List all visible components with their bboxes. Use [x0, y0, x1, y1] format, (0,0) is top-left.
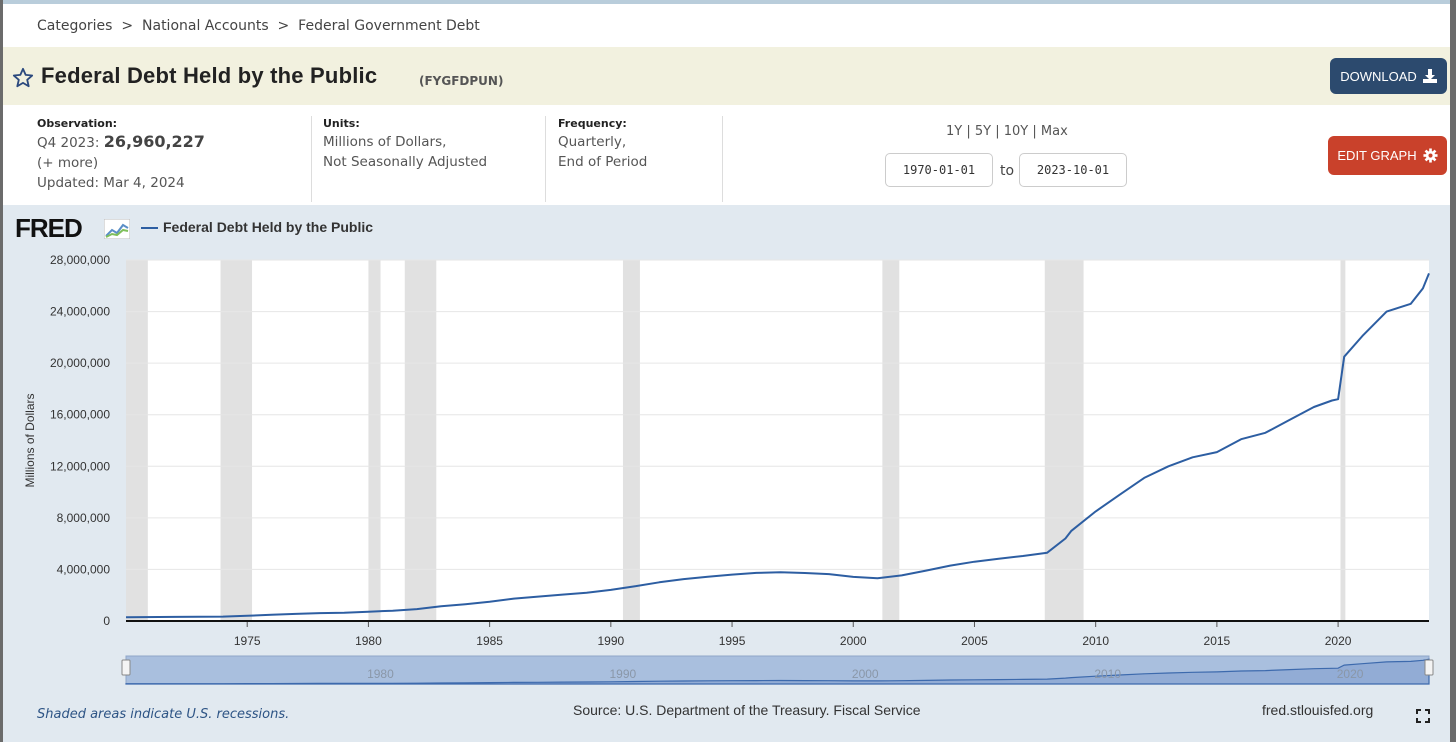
navigator-series	[125, 658, 1430, 685]
frequency-block: Frequency: Quarterly, End of Period	[558, 116, 647, 172]
breadcrumb-categories[interactable]: Categories	[37, 18, 113, 34]
range-5y[interactable]: 5Y	[974, 124, 992, 139]
range-links: 1Y | 5Y | 10Y | Max	[946, 124, 1068, 139]
recession-note: Shaded areas indicate U.S. recessions.	[37, 707, 290, 722]
x-tick-label: 1975	[234, 634, 261, 648]
recession-band	[368, 260, 381, 621]
x-tick-label: 2010	[1082, 634, 1109, 648]
series-line	[125, 273, 1430, 619]
units-line1: Millions of Dollars,	[323, 134, 447, 150]
chart: 0 4,000,000 8,000,000 12,000,000 16,000,000 2…	[23, 253, 1434, 685]
site-link[interactable]: fred.stlouisfed.org	[1262, 702, 1374, 718]
x-tick-label: 1980	[355, 634, 382, 648]
x-tick-label: 1990	[597, 634, 624, 648]
y-tick-label: 8,000,000	[57, 511, 111, 525]
navigator-label: 1990	[609, 667, 636, 681]
y-tick-label: 16,000,000	[50, 408, 110, 422]
window-frame-right	[1450, 0, 1456, 742]
legend-swatch	[141, 227, 158, 229]
recession-band	[1044, 260, 1084, 621]
range-10y[interactable]: 10Y	[1003, 124, 1029, 139]
star-icon[interactable]	[12, 67, 34, 89]
navigator-handle[interactable]	[1424, 659, 1434, 676]
frequency-line1: Quarterly,	[558, 134, 627, 150]
recession-band	[126, 260, 148, 621]
x-tick-label: 1985	[476, 634, 503, 648]
y-tick-label: 24,000,000	[50, 305, 110, 319]
navigator-label: 2020	[1337, 667, 1364, 681]
y-tick-label: 12,000,000	[50, 459, 110, 473]
series-id: (FYGFDPUN)	[419, 74, 504, 88]
legend-label: Federal Debt Held by the Public	[163, 219, 374, 235]
recession-band	[220, 260, 253, 621]
breadcrumb-separator: >	[277, 18, 290, 34]
edit-graph-button[interactable]: EDIT GRAPH	[1328, 136, 1447, 175]
range-max[interactable]: Max	[1040, 124, 1068, 139]
download-icon	[1422, 69, 1437, 83]
breadcrumb: Categories > National Accounts > Federal…	[37, 18, 480, 34]
breadcrumb-federal-government-debt[interactable]: Federal Government Debt	[298, 18, 480, 34]
navigator-label: 2000	[852, 667, 879, 681]
recession-band	[404, 260, 437, 621]
download-button[interactable]: DOWNLOAD	[1330, 58, 1447, 94]
x-tick-label: 2005	[961, 634, 988, 648]
units-block: Units: Millions of Dollars, Not Seasonal…	[323, 116, 487, 172]
download-label: DOWNLOAD	[1340, 68, 1417, 84]
observation-block: Observation: Q4 2023: 26,960,227 (+ more…	[37, 116, 205, 193]
breadcrumb-national-accounts[interactable]: National Accounts	[142, 18, 269, 34]
observation-label: Observation:	[37, 117, 118, 130]
navigator-label: 2010	[1094, 667, 1121, 681]
units-label: Units:	[323, 117, 360, 130]
x-tick-label: 2015	[1204, 634, 1231, 648]
gear-icon	[1423, 148, 1438, 163]
observation-line: Q4 2023: 26,960,227	[37, 132, 205, 153]
x-tick-label: 2020	[1325, 634, 1352, 648]
navigator-handle[interactable]	[121, 659, 131, 676]
window-frame-left	[0, 0, 3, 742]
fred-logo: FRED	[15, 213, 83, 243]
y-tick-label: 20,000,000	[50, 356, 110, 370]
range-1y[interactable]: 1Y	[946, 124, 963, 139]
page-title: Federal Debt Held by the Public	[41, 63, 378, 88]
x-tick-label: 1995	[719, 634, 746, 648]
breadcrumb-separator: >	[121, 18, 134, 34]
y-axis-label: Millions of Dollars	[23, 393, 37, 487]
x-tick-label: 2000	[840, 634, 867, 648]
more-observations-link[interactable]: (+ more)	[37, 155, 99, 171]
y-tick-label: 4,000,000	[57, 562, 111, 576]
start-date-input[interactable]: 1970-01-01	[885, 153, 993, 187]
end-date-input[interactable]: 2023-10-01	[1019, 153, 1127, 187]
frequency-label: Frequency:	[558, 117, 627, 130]
units-line2: Not Seasonally Adjusted	[323, 154, 488, 170]
plot-area	[126, 260, 1429, 621]
y-tick-label: 0	[103, 614, 110, 628]
info-divider	[722, 116, 723, 202]
observation-value: 26,960,227	[103, 132, 205, 151]
navigator-label: 1980	[367, 667, 394, 681]
observation-period: Q4 2023:	[37, 135, 100, 151]
y-tick-label: 28,000,000	[50, 253, 110, 267]
chart-panel: FRED Federal Debt Held by the Public 0 4,…	[3, 205, 1450, 742]
title-bar: Federal Debt Held by the Public (FYGFDPU…	[3, 47, 1450, 105]
info-divider	[545, 116, 546, 202]
fred-logo-chart-icon	[104, 219, 130, 239]
top-border	[3, 0, 1450, 4]
edit-graph-label: EDIT GRAPH	[1337, 148, 1417, 163]
source-text: Source: U.S. Department of the Treasury.…	[573, 702, 921, 718]
recession-band	[1340, 260, 1346, 621]
to-label: to	[1000, 163, 1015, 179]
frequency-line2: End of Period	[558, 154, 648, 170]
fullscreen-icon[interactable]	[1416, 709, 1430, 723]
recession-band	[882, 260, 900, 621]
info-divider	[311, 116, 312, 202]
recession-band	[622, 260, 640, 621]
updated-date: Updated: Mar 4, 2024	[37, 175, 185, 191]
